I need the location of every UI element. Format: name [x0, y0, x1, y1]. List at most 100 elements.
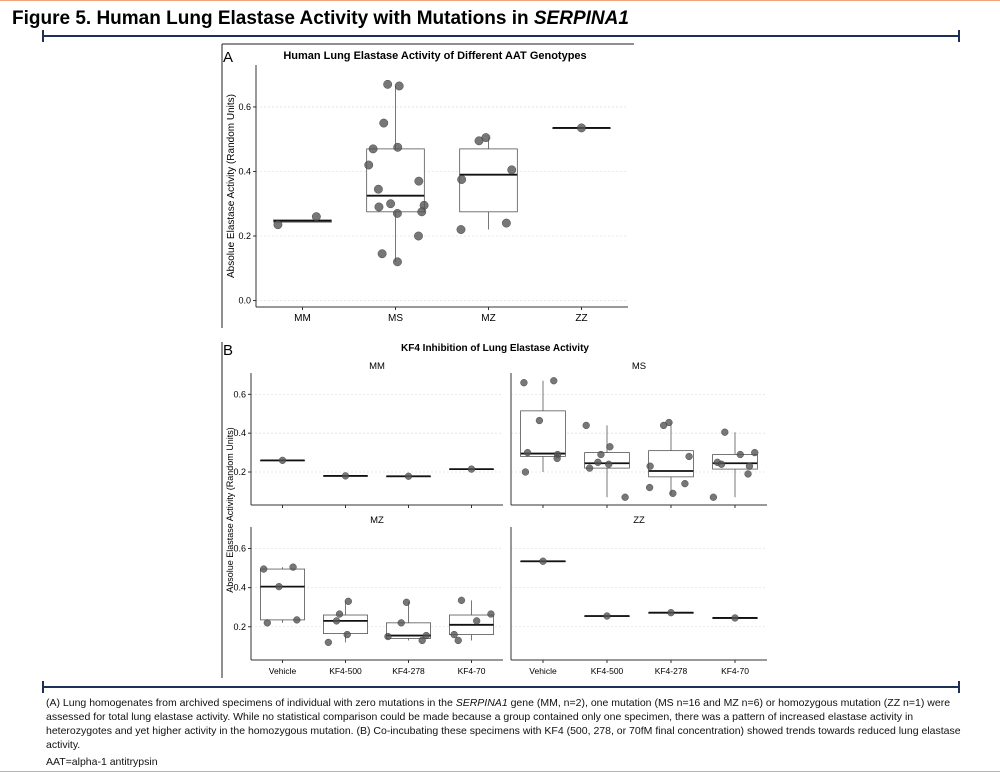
panel-a-y-tick-label: 0.0: [238, 296, 251, 306]
panel-a-point: [394, 81, 404, 91]
panel-a-point: [393, 209, 402, 218]
panel-a-box: [459, 148, 518, 213]
facet-ms-point: [605, 460, 613, 468]
facet-mz-point: [397, 619, 405, 627]
facet-ms-box: [520, 410, 566, 457]
facet-ms-point: [521, 468, 530, 476]
panel-a-point: [386, 199, 396, 209]
panel-a-y-tick-label: 0.4: [238, 166, 251, 176]
facet-mm-y-tick-label: 0.6: [233, 389, 246, 399]
panel-a-ylabel: Absolue Elastase Activity (Random Units): [226, 94, 237, 278]
facet-ms-point: [535, 416, 544, 425]
facet-ms-point: [646, 462, 654, 470]
panel-a-point: [414, 176, 424, 186]
facet-ms-point: [681, 480, 689, 488]
panel-a-point: [377, 249, 387, 259]
facet-mz-point: [384, 632, 392, 641]
facet-mz-point: [450, 630, 458, 639]
facet-ms: MS: [510, 361, 767, 508]
panel-b-ylabel: Absolue Elastase Activity (Random Units): [225, 427, 235, 593]
figure-title-gene: SERPINA1: [533, 8, 629, 29]
facet-mz-box: [386, 622, 431, 639]
facet-mz-point: [473, 617, 481, 625]
facet-ms-point: [709, 493, 717, 501]
facet-label: MZ: [370, 515, 384, 526]
panel-a-chart: A Human Lung Elastase Activity of Differe…: [221, 43, 634, 328]
facet-mz-point: [402, 598, 411, 606]
facet-zz-point: [603, 612, 611, 620]
panel-a-title: Human Lung Elastase Activity of Differen…: [283, 50, 586, 62]
facet-ms-point: [660, 421, 668, 430]
facet-mz-y-tick-label: 0.6: [233, 544, 246, 554]
caption-part-2: gene (MM, n=2), one mutation (MS n=16 an…: [46, 697, 961, 751]
panel-b-chart: B KF4 Inhibition of Lung Elastase Activit…: [221, 342, 767, 678]
panel-a-point: [414, 231, 423, 241]
facet-zz-x-tick-label: KF4-500: [591, 666, 624, 676]
facet-mz-point: [487, 610, 495, 618]
facet-mz-point: [263, 619, 271, 627]
panel-a-x-tick-label: MM: [294, 313, 311, 324]
facet-mm-y-tick-label: 0.2: [233, 467, 246, 477]
figure-title: Figure 5. Human Lung Elastase Activity w…: [12, 8, 629, 30]
facet-mm-point: [278, 456, 287, 464]
panel-a-x-tick-label: MZ: [481, 313, 495, 324]
facet-mm-point: [404, 472, 413, 480]
facet-ms-point: [553, 454, 561, 463]
facet-label: ZZ: [633, 515, 645, 526]
facet-mz-box: [260, 568, 305, 621]
facet-mz-x-tick-label: KF4-70: [458, 666, 486, 676]
facet-ms-point: [520, 379, 528, 387]
panel-b-title: KF4 Inhibition of Lung Elastase Activity: [401, 343, 589, 354]
facet-mz-point: [293, 616, 301, 624]
panel-a-point: [456, 225, 466, 234]
panel-a-y-tick-label: 0.6: [238, 102, 251, 112]
caption-abbreviation: AAT=alpha-1 antitrypsin: [46, 756, 158, 768]
facet-mz-x-tick-label: KF4-500: [329, 666, 362, 676]
panel-a-point: [577, 123, 586, 133]
panel-a-point: [379, 118, 389, 128]
facet-ms-point: [582, 421, 590, 430]
facet-ms-point: [721, 428, 729, 436]
panel-a-point: [393, 142, 403, 152]
facet-mz-y-tick-label: 0.2: [233, 622, 246, 632]
panel-a-point: [383, 79, 393, 89]
panel-a-point: [474, 136, 484, 146]
facet-ms-point: [669, 489, 677, 497]
facet-ms-point: [736, 450, 744, 459]
facet-label: MS: [632, 361, 646, 372]
facet-ms-point: [594, 458, 602, 466]
panel-a-point: [501, 218, 511, 228]
panel-a-point: [374, 202, 384, 212]
facet-mz-point: [343, 630, 351, 639]
facet-mz-point: [324, 638, 332, 646]
top-rule: [42, 30, 960, 42]
facet-zz-point: [667, 609, 675, 617]
facet-ms-point: [646, 483, 654, 492]
panel-a-point: [368, 144, 378, 154]
facet-ms-point: [745, 462, 754, 470]
caption-part-1: (A) Lung homogenates from archived speci…: [46, 697, 456, 709]
facet-mz-point: [418, 636, 426, 645]
panel-a-point: [481, 133, 491, 143]
figure-title-prefix: Figure 5. Human Lung Elastase Activity w…: [12, 8, 534, 29]
bottom-rule: [42, 681, 960, 693]
facet-zz-point: [731, 614, 739, 622]
facet-ms-point: [606, 443, 614, 451]
facet-zz-x-tick-label: Vehicle: [529, 666, 557, 676]
facet-mz-point: [454, 636, 462, 645]
facet-mz-point: [457, 596, 466, 604]
facet-mm: MM 0.2 0.4 0.6: [233, 361, 503, 508]
panel-a-point: [373, 184, 383, 194]
facet-mm-y-tick-label: 0.4: [233, 428, 246, 438]
facet-zz: ZZ Vehicle KF4-500 KF4-278 KF4-70: [510, 515, 767, 676]
panel-a-x-tick-label: ZZ: [575, 313, 587, 324]
facet-mz-point: [332, 617, 341, 625]
panel-a-point: [393, 257, 402, 267]
figure-caption: (A) Lung homogenates from archived speci…: [46, 696, 966, 752]
facet-mz-box: [323, 614, 368, 634]
facet-ms-point: [523, 448, 532, 457]
facet-zz-x-tick-label: KF4-278: [655, 666, 688, 676]
facet-ms-point: [550, 377, 558, 385]
facet-mm-point: [467, 465, 476, 473]
